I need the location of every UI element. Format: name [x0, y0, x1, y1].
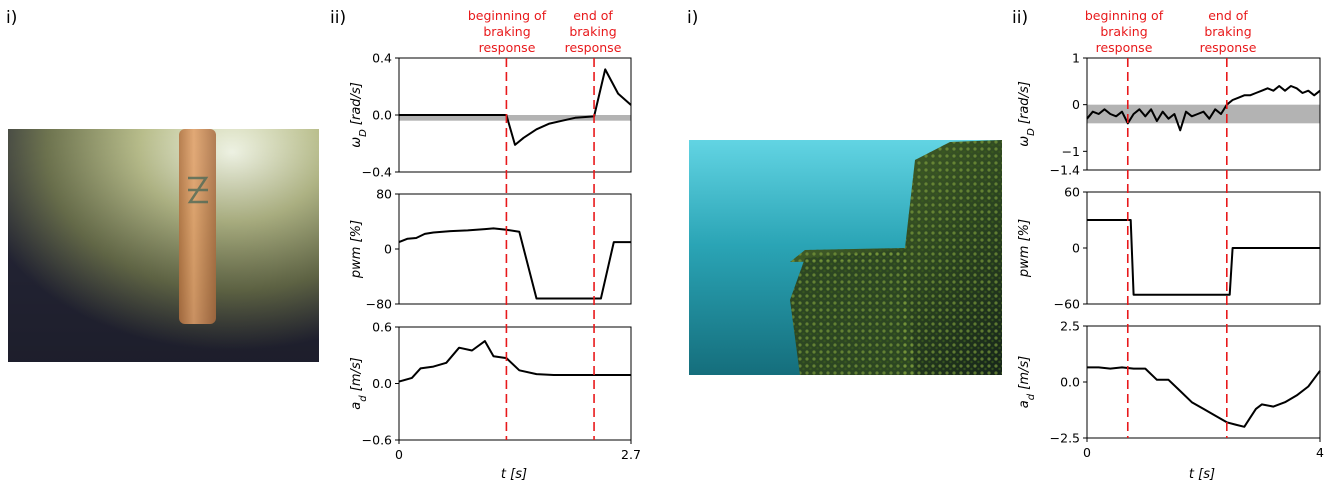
left-xlabel: t [s]	[501, 467, 527, 482]
y-axis-label: pwm [%]	[349, 220, 364, 279]
axes-frame	[398, 326, 632, 441]
svg-text:response: response	[1096, 40, 1153, 55]
left-end-annotation: end of braking response	[565, 8, 622, 55]
photo-pole-underwater	[8, 129, 319, 362]
svg-text:end of: end of	[1208, 8, 1248, 23]
series-line	[1087, 219, 1320, 296]
left-chart-group: 0.4 0.0 −0.4 ωD [rad/s] 80 0 −80 pwm [%] 0.6 0.0 −…	[349, 51, 641, 463]
svg-text:response: response	[1200, 40, 1257, 55]
y-tick-label: −1.4	[1050, 163, 1080, 178]
x-tick-label: 4	[1316, 445, 1324, 460]
right-end-annotation: end of braking response	[1200, 8, 1257, 55]
x-tick-label: 0	[395, 447, 403, 462]
svg-text:braking: braking	[569, 24, 616, 39]
svg-text:response: response	[565, 40, 622, 55]
svg-text:braking: braking	[483, 24, 530, 39]
y-tick-label: −1	[1062, 144, 1080, 159]
svg-text:beginning of: beginning of	[1085, 8, 1164, 23]
series-line	[398, 227, 631, 300]
y-axis-label: ωD [rad/s]	[349, 82, 369, 148]
y-tick-label: −80	[366, 297, 392, 312]
right-plots-label: ii)	[1012, 8, 1028, 28]
y-axis-label: pwm [%]	[1017, 219, 1032, 278]
left-begin-annotation: beginning of braking response	[468, 8, 547, 55]
left-subplot-1: 80 0 −80 pwm [%]	[349, 187, 632, 312]
x-tick-label: 0	[1083, 445, 1091, 460]
left-subplot-0: 0.4 0.0 −0.4 ωD [rad/s]	[349, 51, 632, 180]
y-axis-label: ωD [rad/s]	[1017, 81, 1037, 147]
right-xlabel: t [s]	[1189, 467, 1215, 482]
left-photo-label: i)	[6, 8, 17, 28]
y-tick-label: 2.5	[1060, 319, 1080, 334]
right-subplot-2: 2.5 0.0 −2.5 ad [m/s] 0 4	[1017, 319, 1324, 461]
y-tick-label: 0.0	[1060, 375, 1080, 390]
y-axis-label: ad [m/s]	[1017, 356, 1037, 408]
y-tick-label: 0	[384, 242, 392, 257]
series-line	[1086, 85, 1321, 132]
y-tick-label: 80	[376, 187, 392, 202]
charts: 0.4 0.0 −0.4 ωD [rad/s] 80 0 −80 pwm [%] 0.6 0.0 −…	[349, 51, 1324, 463]
series-line	[399, 68, 632, 146]
deadband-region	[1087, 104, 1320, 124]
svg-text:beginning of: beginning of	[468, 8, 547, 23]
y-tick-label: 0.4	[372, 51, 392, 66]
right-photo-label: i)	[687, 8, 698, 28]
y-tick-label: −60	[1054, 297, 1080, 312]
axes-frame	[1086, 57, 1321, 171]
right-subplot-0: 1 0 −1 −1.4 ωD [rad/s]	[1017, 51, 1321, 178]
photo-reef-underwater	[689, 140, 1002, 375]
y-tick-label: 0.0	[372, 376, 392, 391]
y-tick-label: −2.5	[1050, 431, 1080, 446]
series-line	[398, 340, 631, 383]
y-tick-label: −0.6	[362, 433, 392, 448]
x-tick-label: 2.7	[621, 447, 641, 462]
y-tick-label: 60	[1064, 185, 1080, 200]
y-tick-label: 0	[1072, 241, 1080, 256]
y-tick-label: 1	[1072, 51, 1080, 66]
svg-text:response: response	[479, 40, 536, 55]
y-tick-label: 0.0	[372, 108, 392, 123]
series-line	[1087, 366, 1321, 428]
y-tick-label: 0.6	[372, 320, 392, 335]
svg-text:end of: end of	[573, 8, 613, 23]
deadband-region	[399, 115, 631, 121]
left-plots-label: ii)	[330, 8, 346, 28]
y-tick-label: 0	[1072, 97, 1080, 112]
right-chart-group: 1 0 −1 −1.4 ωD [rad/s] 60 0 −60 pwm [%] 2.5 0.0 −2.…	[1017, 51, 1324, 461]
y-tick-label: −0.4	[362, 165, 392, 180]
left-subplot-2: 0.6 0.0 −0.6 ad [m/s] 0 2.7	[349, 320, 641, 463]
svg-text:braking: braking	[1100, 24, 1147, 39]
svg-text:braking: braking	[1204, 24, 1251, 39]
right-subplot-1: 60 0 −60 pwm [%]	[1017, 185, 1321, 312]
y-axis-label: ad [m/s]	[349, 357, 369, 409]
axes-frame	[398, 193, 632, 305]
right-begin-annotation: beginning of braking response	[1085, 8, 1164, 55]
axes-frame	[1086, 325, 1321, 439]
